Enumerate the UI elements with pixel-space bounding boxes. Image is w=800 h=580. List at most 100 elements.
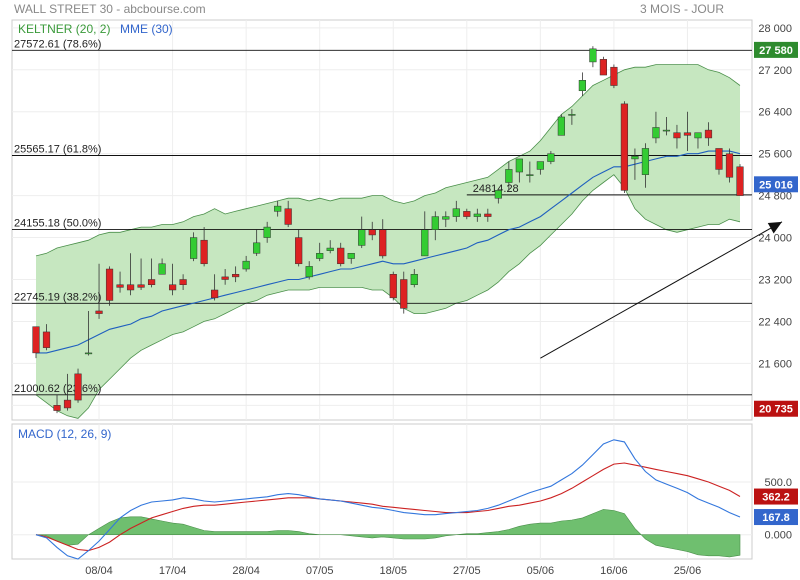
candle-body-down bbox=[683, 132, 692, 136]
candle-body-down bbox=[725, 153, 734, 178]
trend-arrow-line bbox=[540, 221, 783, 359]
price-badge bbox=[754, 400, 798, 417]
candle-body-down bbox=[295, 237, 303, 265]
candle-body-up bbox=[442, 216, 450, 220]
candle bbox=[368, 221, 376, 241]
candle bbox=[641, 143, 650, 188]
date-tick-label: 17/04 bbox=[159, 565, 187, 577]
candle-body-up bbox=[589, 48, 597, 63]
candle bbox=[316, 242, 324, 262]
candle-body-down bbox=[42, 331, 51, 348]
date-tick-label: 27/05 bbox=[453, 565, 481, 577]
candle bbox=[421, 211, 429, 257]
candle bbox=[190, 232, 198, 262]
date-tick-label: 25/06 bbox=[674, 565, 702, 577]
legend-macd: MACD (12, 26, 9) bbox=[18, 427, 111, 441]
price-axis: 28 000 27 200 26 400 25 600 24 800 24 000 23 2… bbox=[754, 23, 798, 417]
candle bbox=[662, 116, 671, 136]
date-tick-label: 08/04 bbox=[85, 565, 113, 577]
candle-body-down bbox=[400, 279, 408, 309]
candle-body-down bbox=[105, 268, 114, 301]
price-tick-label: 26 400 bbox=[758, 107, 792, 119]
candle bbox=[211, 274, 219, 301]
candle-body-down bbox=[673, 132, 681, 139]
candle bbox=[274, 200, 282, 217]
candle bbox=[694, 132, 702, 149]
candle-body-up bbox=[305, 266, 313, 278]
candle-body-up bbox=[473, 213, 481, 217]
price-tick-label: 27 200 bbox=[758, 65, 792, 77]
candle-body-down bbox=[95, 310, 103, 314]
candle bbox=[347, 253, 355, 264]
candle bbox=[32, 326, 40, 359]
candle bbox=[284, 200, 292, 228]
keltner-band bbox=[35, 64, 741, 419]
support-label: 24814.28 bbox=[473, 183, 519, 195]
candle-body-down bbox=[610, 66, 618, 86]
macd-grid bbox=[12, 424, 752, 559]
candle bbox=[673, 124, 681, 149]
macd-plot bbox=[35, 439, 741, 560]
candle-body-down bbox=[137, 284, 145, 288]
macd-badge-label: 167.8 bbox=[762, 512, 790, 524]
candle-body-up bbox=[526, 174, 534, 176]
candle-body-up bbox=[641, 148, 650, 175]
candle bbox=[337, 242, 345, 267]
candle bbox=[652, 111, 660, 144]
candle-body-up bbox=[263, 226, 271, 238]
candle bbox=[126, 253, 135, 296]
candle-body-down bbox=[32, 326, 40, 354]
candle bbox=[526, 161, 534, 183]
macd-badge bbox=[754, 488, 798, 505]
price-panel-frame bbox=[11, 19, 753, 421]
candle bbox=[158, 258, 166, 275]
candle-body-down bbox=[484, 213, 492, 217]
candle bbox=[725, 148, 734, 183]
candle bbox=[95, 263, 103, 319]
candle-body-up bbox=[547, 153, 555, 162]
candle-body-down bbox=[715, 148, 723, 170]
legend-keltner: KELTNER (20, 2) bbox=[18, 22, 110, 36]
keltner-band-fill bbox=[36, 64, 740, 419]
candle-body-up bbox=[358, 229, 366, 246]
candle bbox=[168, 263, 177, 296]
candle bbox=[74, 368, 82, 403]
candle-body-down bbox=[179, 279, 187, 285]
candle bbox=[683, 111, 692, 152]
legend-mme: MME (30) bbox=[120, 22, 173, 36]
fibonacci-label: 21000.62 (23.6%) bbox=[14, 383, 101, 395]
candle-body-up bbox=[568, 114, 576, 116]
candle-body-down bbox=[232, 274, 240, 278]
candle bbox=[484, 208, 492, 222]
candle bbox=[305, 261, 313, 280]
candle-body-down bbox=[147, 279, 156, 285]
fibonacci-label: 22745.19 (38.2%) bbox=[14, 291, 101, 303]
price-tick-label: 24 800 bbox=[758, 191, 792, 203]
candle bbox=[589, 46, 597, 68]
candle-body-up bbox=[494, 190, 502, 199]
candle bbox=[42, 324, 51, 351]
candle-body-down bbox=[368, 229, 376, 236]
candle-body-down bbox=[284, 208, 292, 225]
period-label: 3 MOIS - JOUR bbox=[640, 2, 724, 16]
fibonacci-label: 24155.18 (50.0%) bbox=[14, 217, 101, 229]
candle bbox=[431, 211, 439, 241]
candle-body-down bbox=[200, 239, 208, 265]
candle-body-up bbox=[631, 156, 639, 160]
candle-body-up bbox=[84, 352, 93, 355]
date-tick-label: 18/05 bbox=[379, 565, 407, 577]
candle bbox=[473, 208, 481, 222]
fibonacci-label: 27572.61 (78.6%) bbox=[14, 38, 101, 50]
candle-body-up bbox=[190, 237, 198, 259]
price-tick-label: 23 200 bbox=[758, 275, 792, 287]
candle bbox=[379, 219, 387, 259]
candle-body-down bbox=[736, 166, 744, 196]
candle bbox=[715, 148, 723, 175]
trend-arrow bbox=[540, 221, 783, 359]
candle-body-down bbox=[599, 59, 608, 76]
candle bbox=[505, 161, 513, 191]
candle-body-down bbox=[337, 247, 345, 265]
macd-panel-frame bbox=[11, 423, 753, 560]
candle bbox=[515, 158, 523, 183]
candle-body-up bbox=[505, 169, 513, 183]
